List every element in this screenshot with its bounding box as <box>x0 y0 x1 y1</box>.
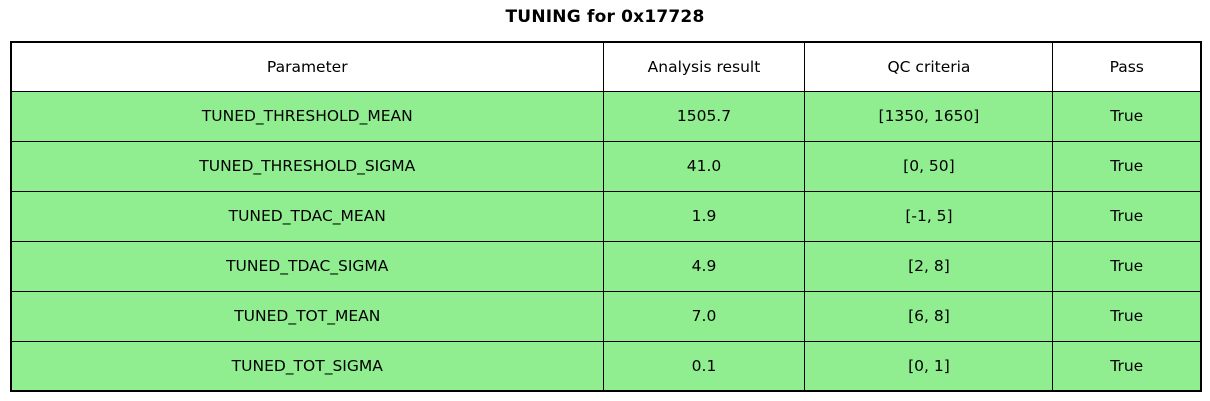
cell-pass: True <box>1052 90 1202 142</box>
cell-parameter: TUNED_TOT_MEAN <box>10 290 604 342</box>
cell-parameter: TUNED_THRESHOLD_SIGMA <box>10 140 604 192</box>
column-header-parameter: Parameter <box>10 41 604 92</box>
table-row: TUNED_TDAC_MEAN 1.9 [-1, 5] True <box>10 190 1202 242</box>
table-row: TUNED_THRESHOLD_SIGMA 41.0 [0, 50] True <box>10 140 1202 192</box>
page-title: TUNING for 0x17728 <box>505 7 705 27</box>
cell-analysis-result: 1.9 <box>602 190 806 242</box>
table-row: TUNED_THRESHOLD_MEAN 1505.7 [1350, 1650]… <box>10 90 1202 142</box>
cell-pass: True <box>1052 340 1202 392</box>
cell-qc-criteria: [0, 1] <box>804 340 1054 392</box>
cell-pass: True <box>1052 290 1202 342</box>
cell-pass: True <box>1052 240 1202 292</box>
table-header-row: Parameter Analysis result QC criteria Pa… <box>10 41 1202 92</box>
cell-parameter: TUNED_THRESHOLD_MEAN <box>10 90 604 142</box>
cell-analysis-result: 41.0 <box>602 140 806 192</box>
column-header-qc-criteria: QC criteria <box>804 41 1054 92</box>
cell-parameter: TUNED_TDAC_MEAN <box>10 190 604 242</box>
qc-results-table: Parameter Analysis result QC criteria Pa… <box>10 41 1202 392</box>
cell-qc-criteria: [2, 8] <box>804 240 1054 292</box>
cell-pass: True <box>1052 140 1202 192</box>
cell-analysis-result: 4.9 <box>602 240 806 292</box>
cell-parameter: TUNED_TDAC_SIGMA <box>10 240 604 292</box>
cell-parameter: TUNED_TOT_SIGMA <box>10 340 604 392</box>
table-row: TUNED_TOT_SIGMA 0.1 [0, 1] True <box>10 340 1202 392</box>
table-row: TUNED_TOT_MEAN 7.0 [6, 8] True <box>10 290 1202 342</box>
cell-qc-criteria: [6, 8] <box>804 290 1054 342</box>
table-row: TUNED_TDAC_SIGMA 4.9 [2, 8] True <box>10 240 1202 292</box>
column-header-pass: Pass <box>1052 41 1202 92</box>
cell-pass: True <box>1052 190 1202 242</box>
column-header-analysis-result: Analysis result <box>602 41 806 92</box>
cell-qc-criteria: [1350, 1650] <box>804 90 1054 142</box>
cell-analysis-result: 7.0 <box>602 290 806 342</box>
cell-qc-criteria: [0, 50] <box>804 140 1054 192</box>
cell-analysis-result: 0.1 <box>602 340 806 392</box>
cell-qc-criteria: [-1, 5] <box>804 190 1054 242</box>
cell-analysis-result: 1505.7 <box>602 90 806 142</box>
